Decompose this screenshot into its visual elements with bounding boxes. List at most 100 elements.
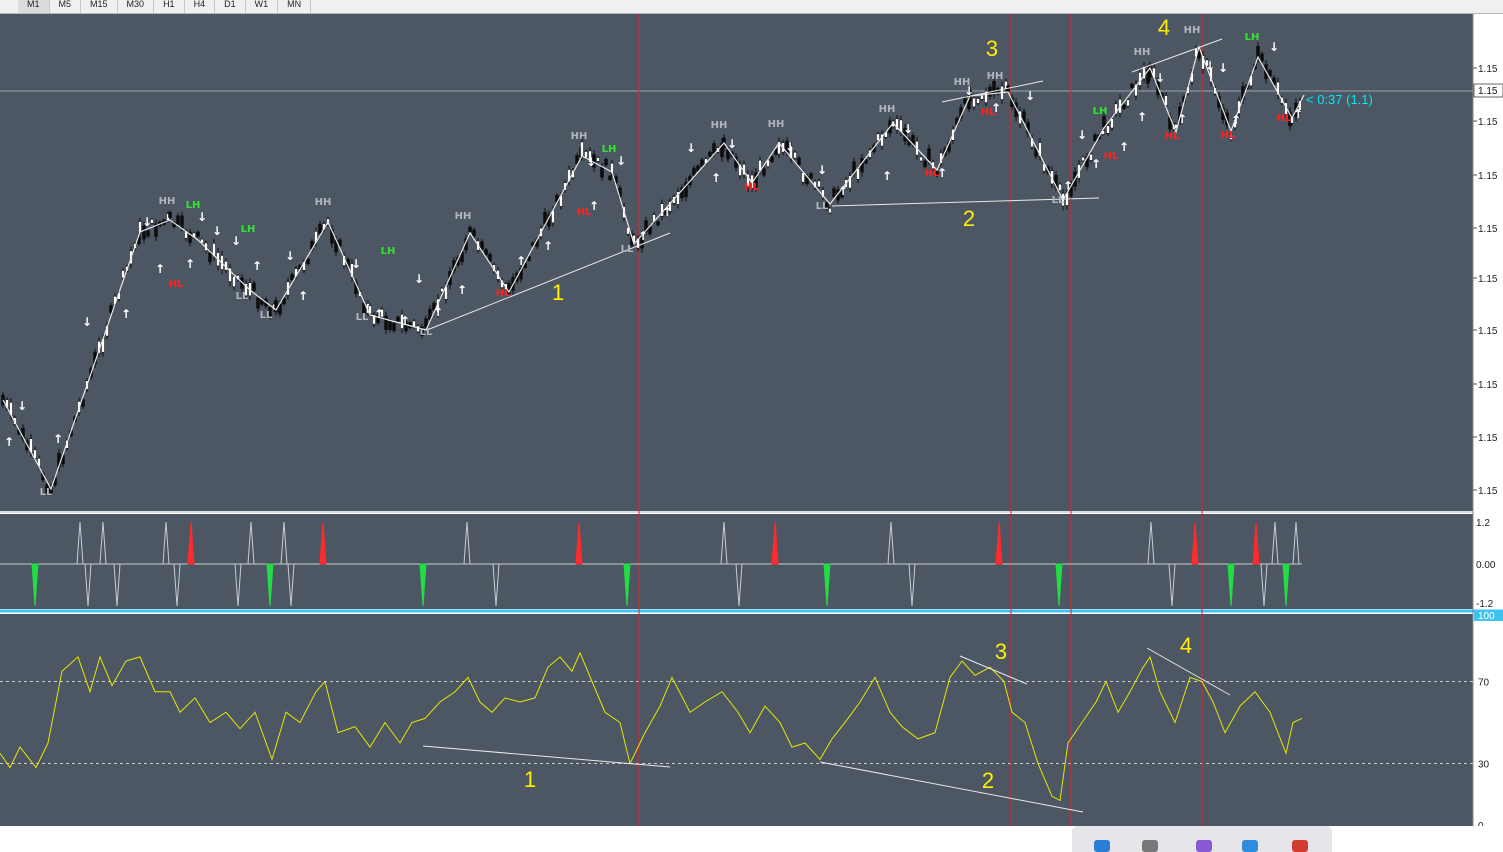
timeframe-m15[interactable]: M15 bbox=[81, 0, 118, 13]
zigzag-spike bbox=[99, 521, 107, 565]
zigzag-label: LL bbox=[816, 201, 829, 212]
zigzag-label: HH bbox=[711, 120, 728, 131]
annotation-number: 1 bbox=[552, 280, 564, 305]
zigzag-spike bbox=[1271, 521, 1279, 565]
fractal-arrow: ↑ bbox=[838, 184, 848, 198]
trend-line bbox=[941, 80, 1044, 103]
zigzag-label: HL bbox=[496, 288, 511, 299]
fractal-arrow: ↑ bbox=[937, 166, 947, 180]
zigzag-spike bbox=[771, 521, 779, 565]
zigzag-line bbox=[2, 45, 1305, 491]
zigzag-spike bbox=[187, 521, 195, 565]
zigzag-label: HH bbox=[315, 197, 332, 208]
timeframe-w1[interactable]: W1 bbox=[246, 0, 279, 13]
zigzag-label: HL bbox=[981, 107, 996, 118]
divergence-line bbox=[1146, 647, 1231, 696]
zigzag-label: HH bbox=[879, 104, 896, 115]
bar-timer-label: < 0:37 (1.1) bbox=[1306, 92, 1373, 107]
timeframe-m1[interactable]: M1 bbox=[18, 0, 50, 13]
timeframe-h1[interactable]: H1 bbox=[154, 0, 185, 13]
zigzag-label: HL bbox=[577, 207, 592, 218]
osc-annotation-number: 1 bbox=[524, 767, 536, 792]
zigzag-spike bbox=[1055, 563, 1063, 607]
fractal-arrow: ↓ bbox=[1155, 71, 1165, 85]
fractal-arrow: ↑ bbox=[1231, 113, 1241, 127]
windows-store-icon[interactable] bbox=[1242, 840, 1258, 852]
osc-annotation-number: 4 bbox=[1180, 633, 1192, 658]
fractal-arrow: ↓ bbox=[82, 315, 92, 329]
osc-tick-label: 70 bbox=[1478, 678, 1490, 689]
timeframe-d1[interactable]: D1 bbox=[215, 0, 246, 13]
zigzag-label: LL bbox=[260, 310, 273, 321]
zigzag-label: HH bbox=[1134, 47, 1151, 58]
fractal-arrow: ↑ bbox=[662, 205, 672, 219]
zigzag-label: HL bbox=[1165, 131, 1180, 142]
fractal-arrow: ↑ bbox=[433, 305, 443, 319]
zigzag-label: LH bbox=[602, 144, 617, 155]
zigzag-spike bbox=[492, 563, 500, 607]
zigzag-label: HL bbox=[1104, 151, 1119, 162]
visual-studio-icon[interactable] bbox=[1196, 840, 1212, 852]
fractal-arrow: ↓ bbox=[586, 155, 596, 169]
spike-panel bbox=[0, 514, 1473, 609]
trend-line bbox=[1131, 38, 1223, 73]
fractal-arrow: ↓ bbox=[727, 137, 737, 151]
fractal-arrow: ↑ bbox=[185, 257, 195, 271]
fractal-arrow: ↓ bbox=[616, 154, 626, 168]
trend-line bbox=[426, 232, 671, 331]
zigzag-spike bbox=[1168, 563, 1176, 607]
zigzag-spike bbox=[1227, 563, 1235, 607]
timeframe-toolbar: M1 M5 M15 M30 H1 H4 D1 W1 MN bbox=[0, 0, 1503, 14]
fractal-arrow: ↓ bbox=[785, 140, 795, 154]
zigzag-spike bbox=[995, 521, 1003, 565]
fractal-arrow: ↑ bbox=[1091, 157, 1101, 171]
fractal-arrow: ↓ bbox=[212, 224, 222, 238]
price-tick-label: 1.15 bbox=[1478, 274, 1498, 285]
zigzag-spike bbox=[280, 521, 288, 565]
zigzag-label: LL bbox=[356, 312, 369, 323]
fractal-arrow: ↓ bbox=[17, 399, 27, 413]
zigzag-spike bbox=[287, 563, 295, 607]
annotation-number: 2 bbox=[963, 206, 975, 231]
zigzag-label: HH bbox=[987, 71, 1004, 82]
zigzag-spike bbox=[823, 563, 831, 607]
fractal-arrows: ↓↑ ↑↓↑↓↑ ↑↓↓↓↑↓↑↓↑ ↑↓↑↑↑↑↓↑↓↑↑↓↑↓ ↓↓↑↑↓↑↓↑↓↑… bbox=[4, 40, 1303, 449]
fractal-arrow: ↓ bbox=[285, 249, 295, 263]
zigzag-spike bbox=[623, 563, 631, 607]
zigzag-spike bbox=[908, 563, 916, 607]
fractal-arrow: ↑ bbox=[121, 307, 131, 321]
price-tick-label: 1.15 bbox=[1478, 224, 1498, 235]
timeframe-mn[interactable]: MN bbox=[278, 0, 312, 13]
spike-tick-label: 0.00 bbox=[1476, 560, 1496, 571]
zigzag-spike bbox=[735, 563, 743, 607]
gmail-icon[interactable] bbox=[1292, 840, 1308, 852]
taskbar bbox=[1072, 826, 1332, 852]
timeframe-m30[interactable]: M30 bbox=[118, 0, 155, 13]
fractal-arrow: ↑ bbox=[4, 435, 14, 449]
fractal-arrow: ↑ bbox=[1177, 112, 1187, 126]
price-tick-label: 1.15 bbox=[1478, 380, 1498, 391]
fractal-arrow: ↓ bbox=[197, 210, 207, 224]
fractal-arrow: ↓ bbox=[1269, 40, 1279, 54]
osc-max-box bbox=[1474, 610, 1503, 621]
zigzag-label: HL bbox=[1221, 130, 1236, 141]
fractal-arrow: ↑ bbox=[638, 229, 648, 243]
timeframe-m5[interactable]: M5 bbox=[50, 0, 82, 13]
chatgpt-icon[interactable] bbox=[1142, 840, 1158, 852]
zigzag-spike bbox=[419, 563, 427, 607]
zigzag-label: HH bbox=[571, 131, 588, 142]
fractal-arrow: ↑ bbox=[1063, 179, 1073, 193]
price-tick-label: 1.15 bbox=[1478, 171, 1498, 182]
zigzag-spike bbox=[84, 563, 92, 607]
fractal-arrow: ↑ bbox=[882, 169, 892, 183]
timeframe-h4[interactable]: H4 bbox=[185, 0, 216, 13]
price-axis bbox=[1473, 14, 1503, 826]
zigzag-label: HH bbox=[954, 77, 971, 88]
fractal-arrow: ↓ bbox=[964, 84, 974, 98]
chart-area[interactable]: 1.15 1.15 1.15 1.15 1.15 1.15 1.15 1.15 1.15 1.15… bbox=[0, 14, 1503, 826]
fractal-arrow: ↑ bbox=[991, 101, 1001, 115]
fractal-arrow: ↑ bbox=[252, 259, 262, 273]
price-tick-label: 1.15 bbox=[1478, 117, 1498, 128]
fractal-arrow: ↓ bbox=[351, 257, 361, 271]
edge-icon[interactable] bbox=[1094, 840, 1110, 852]
